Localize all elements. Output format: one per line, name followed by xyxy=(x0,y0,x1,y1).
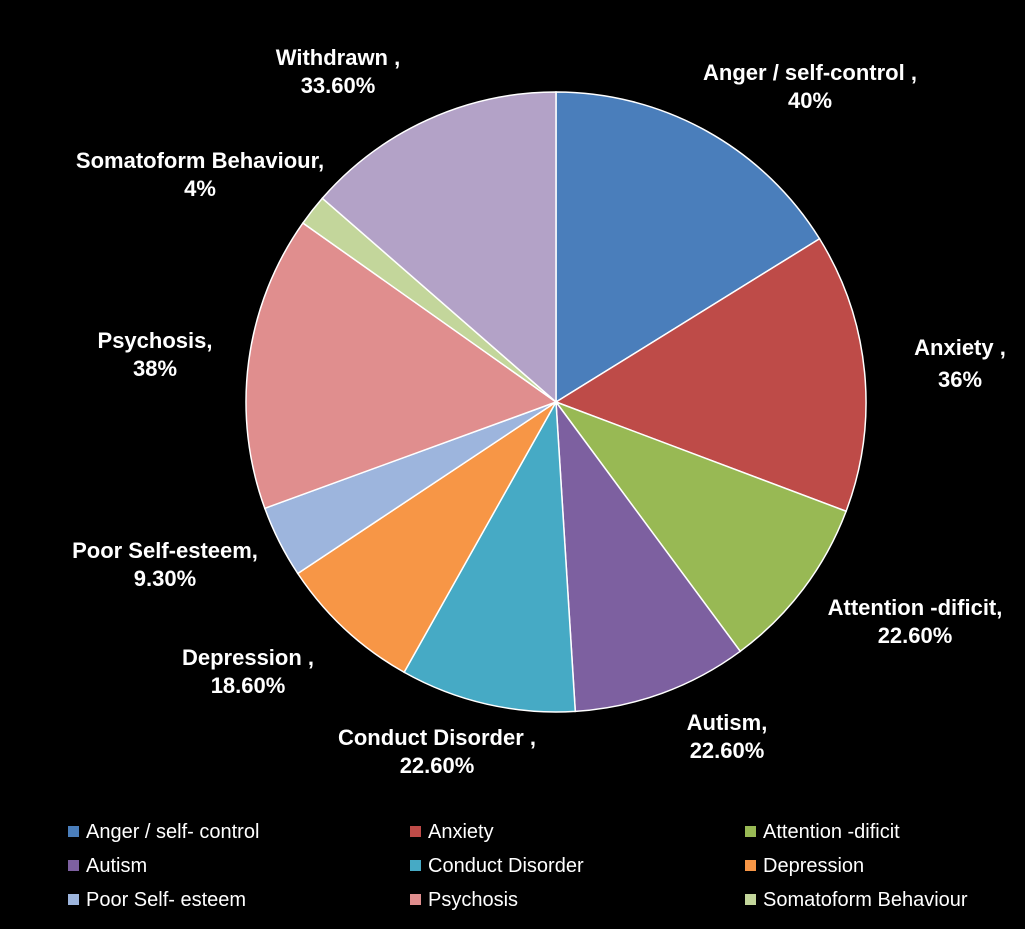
data-label-value: 22.60% xyxy=(690,738,765,763)
legend-label: Anger / self- control xyxy=(86,821,259,843)
data-label-name: Anger / self-control , xyxy=(703,60,917,85)
data-label-value: 33.60% xyxy=(301,73,376,98)
data-label-name: Poor Self-esteem, xyxy=(72,538,258,563)
legend-label: Psychosis xyxy=(428,889,518,911)
legend-swatch xyxy=(410,894,421,905)
data-label-value: 9.30% xyxy=(134,566,196,591)
data-label-value: 22.60% xyxy=(878,623,953,648)
legend-swatch xyxy=(745,894,756,905)
legend-label: Poor Self- esteem xyxy=(86,889,246,911)
legend-label: Conduct Disorder xyxy=(428,855,584,877)
data-label-name: Autism, xyxy=(687,710,768,735)
data-label-value: 4% xyxy=(184,176,216,201)
legend-swatch xyxy=(410,826,421,837)
data-label-value: 18.60% xyxy=(211,673,286,698)
legend-label: Attention -dificit xyxy=(763,821,900,843)
legend-label: Autism xyxy=(86,855,147,877)
legend-label: Somatoform Behaviour xyxy=(763,889,968,911)
legend-swatch xyxy=(410,860,421,871)
legend-swatch xyxy=(68,860,79,871)
data-label-name: Conduct Disorder , xyxy=(338,725,536,750)
data-label-value: 40% xyxy=(788,88,832,113)
pie-slice xyxy=(296,401,557,674)
data-label-name: Somatoform Behaviour, xyxy=(76,148,324,173)
pie-slice xyxy=(245,221,558,510)
pie-slice xyxy=(555,91,821,404)
data-label-name: Attention -dificit, xyxy=(828,595,1003,620)
data-label-value: 36% xyxy=(938,367,982,392)
data-label-name: Psychosis, xyxy=(98,328,213,353)
legend-swatch xyxy=(745,860,756,871)
data-label-value: 22.60% xyxy=(400,753,475,778)
pie-slice xyxy=(553,400,848,653)
legend-label: Depression xyxy=(763,855,864,877)
data-label-name: Anxiety , xyxy=(914,335,1006,360)
legend-swatch xyxy=(68,894,79,905)
pie-slice xyxy=(321,91,557,404)
data-label-value: 38% xyxy=(133,356,177,381)
legend-swatch xyxy=(745,826,756,837)
pie-slice xyxy=(555,399,742,713)
legend-label: Anxiety xyxy=(428,821,494,843)
data-label-name: Withdrawn , xyxy=(276,45,400,70)
pie-slice xyxy=(554,237,867,513)
legend-swatch xyxy=(68,826,79,837)
pie-slice xyxy=(403,399,577,713)
data-label-name: Depression , xyxy=(182,645,314,670)
